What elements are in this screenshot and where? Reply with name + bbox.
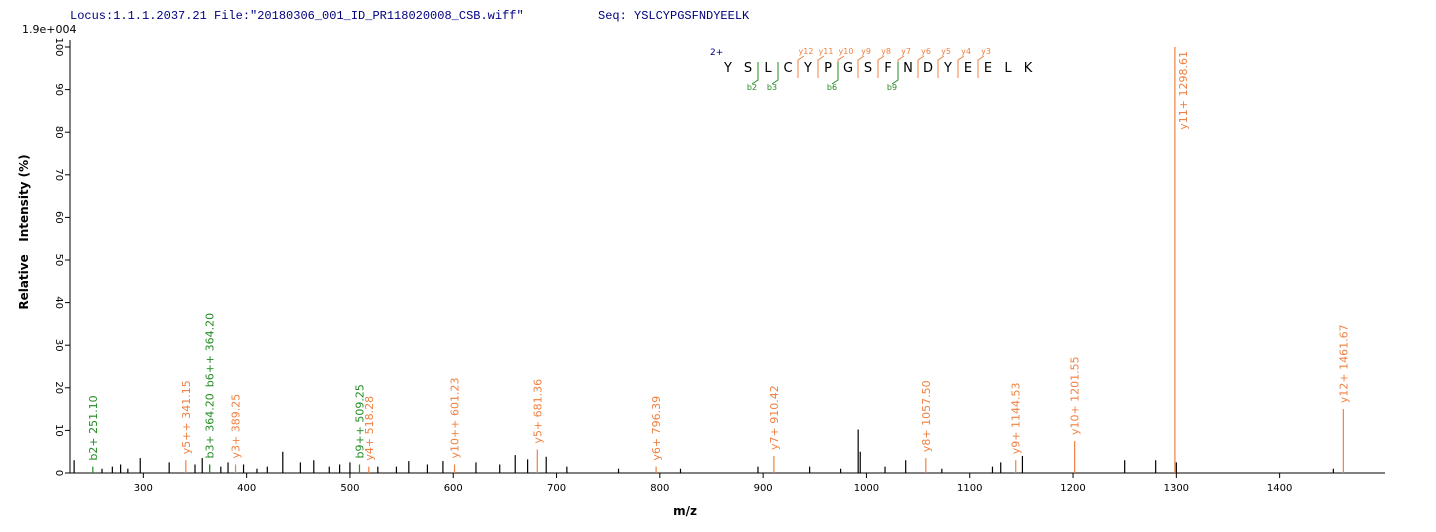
residue: K	[1024, 61, 1033, 76]
x-axis-label: m/z	[673, 504, 697, 518]
b-ion-label: b9	[887, 83, 897, 92]
x-tick-label: 800	[650, 483, 669, 494]
y-tick-label: 30	[53, 339, 64, 352]
residue: P	[824, 61, 832, 76]
peak-label: b6++ 364.20	[204, 313, 217, 387]
chart-title: Locus:1.1.1.2037.21 File:"20180306_001_I…	[70, 9, 524, 23]
y-ion-bracket	[857, 55, 865, 78]
y-tick-label: 0	[53, 470, 64, 476]
y-tick-label: 80	[53, 126, 64, 139]
b-ion-label: b2	[747, 83, 757, 92]
peak-label: y8+ 1057.50	[920, 380, 933, 452]
scale-label: 1.9e+004	[22, 23, 76, 36]
residue: L	[764, 61, 772, 76]
peak-label: y7+ 910.42	[768, 385, 781, 450]
residue: N	[903, 61, 913, 76]
y-tick-label: 50	[53, 254, 64, 267]
b-ion-label: b6	[827, 83, 837, 92]
residue: L	[1004, 61, 1012, 76]
y-ion-bracket	[937, 55, 945, 78]
residue: S	[864, 61, 872, 76]
y-ion-bracket	[797, 55, 805, 78]
x-tick-label: 700	[547, 483, 566, 494]
peak-label: y6+ 796.39	[650, 396, 663, 461]
y-ion-label: y3	[981, 47, 991, 56]
y-ion-label: y12	[799, 47, 814, 56]
y-ion-label: y5	[941, 47, 951, 56]
y-ion-bracket	[877, 55, 885, 78]
charge-state: 2+	[710, 48, 723, 58]
residue: D	[923, 61, 933, 76]
y-ion-label: y8	[881, 47, 891, 56]
peak-label: b3+ 364.20	[204, 393, 217, 458]
y-ion-label: y9	[861, 47, 871, 56]
y-tick-label: 100	[53, 37, 64, 56]
peak-label: y3+ 389.25	[230, 394, 243, 459]
peak-label: b9++ 509.25	[353, 384, 366, 458]
y-axis-label: Relative Intensity (%)	[17, 154, 31, 309]
peak-label: y5+ 681.36	[531, 379, 544, 444]
y-ion-label: y6	[921, 47, 931, 56]
y-tick-label: 10	[53, 424, 64, 437]
y-tick-label: 40	[53, 296, 64, 309]
y-ion-bracket	[977, 55, 985, 78]
x-tick-label: 500	[340, 483, 359, 494]
peak-label: y4+ 518.28	[363, 396, 376, 461]
b-ion-label: b3	[767, 83, 777, 92]
x-tick-label: 1100	[957, 483, 982, 494]
y-ion-label: y10	[839, 47, 854, 56]
x-tick-label: 400	[237, 483, 256, 494]
y-ion-bracket	[957, 55, 965, 78]
x-tick-label: 300	[134, 483, 153, 494]
y-ion-label: y11	[819, 47, 834, 56]
x-tick-label: 1000	[854, 483, 879, 494]
peak-label: y12+ 1461.67	[1337, 324, 1350, 403]
residue: S	[744, 61, 752, 76]
x-tick-label: 1400	[1267, 483, 1292, 494]
residue: E	[984, 61, 992, 76]
y-ion-bracket	[917, 55, 925, 78]
y-tick-label: 20	[53, 381, 64, 394]
peak-label: y11+ 1298.61	[1177, 51, 1190, 130]
y-tick-label: 90	[53, 83, 64, 96]
residue: E	[964, 61, 972, 76]
b-ion-bracket	[771, 62, 779, 85]
residue: Y	[943, 61, 952, 76]
y-ion-label: y7	[901, 47, 911, 56]
peak-label: y10+ 1201.55	[1069, 356, 1082, 435]
peak-label: y10++ 601.23	[449, 378, 462, 459]
x-tick-label: 900	[754, 483, 773, 494]
residue: Y	[803, 61, 812, 76]
y-tick-label: 60	[53, 211, 64, 224]
x-tick-label: 1200	[1060, 483, 1085, 494]
peak-label: b2+ 251.10	[87, 395, 100, 460]
b-ion-bracket	[891, 62, 899, 85]
residue: F	[884, 61, 891, 76]
x-tick-label: 600	[444, 483, 463, 494]
b-ion-bracket	[751, 62, 759, 85]
peak-label: y5++ 341.15	[180, 380, 193, 454]
y-tick-label: 70	[53, 168, 64, 181]
x-tick-label: 1300	[1164, 483, 1189, 494]
chart-subtitle: Seq: YSLCYPGSFNDYEELK	[598, 9, 750, 23]
b-ion-bracket	[831, 62, 839, 85]
y-ion-bracket	[817, 55, 825, 78]
y-ion-label: y4	[961, 47, 971, 56]
peak-label: y9+ 1144.53	[1010, 383, 1023, 455]
residue: G	[843, 61, 853, 76]
residue: Y	[723, 61, 732, 76]
residue: C	[783, 61, 792, 76]
